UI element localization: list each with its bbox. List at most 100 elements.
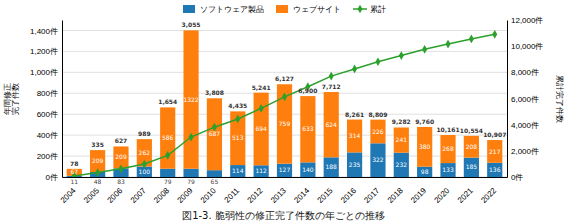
x-tick: 2019: [409, 177, 428, 205]
y-tick: 1,200件: [30, 47, 62, 56]
x-tick-label: 2013: [269, 186, 288, 205]
bar: [254, 165, 269, 177]
bar-label: 694: [255, 125, 267, 132]
y-tick-label: 0件: [46, 173, 58, 182]
x-tick-label: 2022: [479, 186, 498, 205]
marker: [399, 51, 404, 60]
legend-label: 累計: [370, 5, 386, 14]
bar-label: 83: [117, 178, 125, 185]
x-tick-label: 2016: [339, 186, 358, 205]
legend: ソフトウェア製品ウェブサイト累計: [183, 5, 386, 14]
bar: [487, 163, 502, 177]
y2-tick-label: 12,000件: [511, 16, 543, 25]
bar-label: 687: [209, 130, 221, 137]
bar-label: 314: [349, 132, 361, 139]
bar-label: 232: [396, 161, 408, 168]
y-tick: 400件: [37, 131, 62, 140]
x-tick-label: 2020: [432, 186, 451, 205]
bar: [440, 135, 455, 163]
bar-label: 209: [92, 157, 104, 164]
y-tick: 1,400件: [30, 27, 62, 36]
x-axis-line: [63, 177, 508, 178]
bar-label: 67: [70, 168, 78, 175]
marks: [67, 30, 503, 177]
x-tick-label: 2015: [316, 186, 335, 205]
grid-line: [62, 30, 507, 31]
marker: [492, 30, 497, 39]
x-tick-label: 2006: [105, 186, 124, 205]
total-label: 1,654: [158, 98, 177, 105]
x-tick: 2011: [223, 177, 242, 205]
x-tick: 2022: [479, 177, 498, 205]
marker: [445, 40, 450, 49]
bar-label: 586: [162, 134, 174, 141]
bar: [207, 98, 222, 170]
total-label: 78: [70, 160, 78, 167]
total-label: 5,241: [252, 84, 271, 91]
marker: [189, 133, 194, 142]
plot: 0件200件400件600件800件1,000件1,200件1,400件0件2,…: [3, 16, 564, 205]
legend-item: ソフトウェア製品: [183, 5, 264, 14]
bar: [207, 170, 222, 177]
y-tick-label: 600件: [37, 110, 58, 119]
y-tick-label: 200件: [37, 152, 58, 161]
y2-tick-label: 4,000件: [511, 121, 539, 130]
y-tick: 200件: [37, 152, 62, 161]
bar-label: 262: [139, 149, 151, 156]
bar-label: 209: [115, 153, 127, 160]
x-tick: 2020: [432, 177, 451, 205]
chart: 0件200件400件600件800件1,000件1,200件1,400件0件2,…: [0, 0, 567, 223]
total-label: 10,161: [436, 126, 459, 133]
x-tick-label: 2019: [409, 186, 428, 205]
bar-label: 140: [302, 166, 314, 173]
bar: [487, 140, 502, 163]
legend-item: 累計: [353, 5, 386, 14]
bar-label: 48: [94, 178, 102, 185]
bar: [324, 157, 339, 177]
bar: [230, 111, 245, 165]
bar: [464, 136, 479, 158]
bar-label: 759: [279, 120, 291, 127]
bar-label: 226: [372, 128, 384, 135]
bar-label: 127: [279, 166, 291, 173]
grid-line: [62, 51, 507, 52]
bar-label: 136: [489, 166, 501, 173]
bar-label: 268: [442, 145, 454, 152]
bar-label: 217: [489, 148, 501, 155]
total-label: 10,554: [460, 127, 483, 134]
total-label: 627: [115, 137, 128, 144]
x-tick-label: 2011: [223, 186, 242, 205]
y2-axis-line: [507, 21, 508, 178]
legend-swatch: [276, 5, 288, 13]
x-tick: 2005: [82, 177, 101, 205]
marker: [329, 72, 334, 81]
y-axis: 0件200件400件600件800件1,000件1,200件1,400件: [30, 21, 63, 183]
bar: [300, 96, 315, 162]
legend-swatch: [183, 5, 195, 13]
marker: [118, 164, 123, 173]
total-label: 989: [138, 130, 151, 137]
marker: [259, 104, 264, 113]
marker: [375, 57, 380, 66]
line: [74, 34, 494, 176]
bar: [183, 169, 198, 177]
y2-tick-label: 0件: [511, 173, 523, 182]
bar-label: 114: [232, 167, 244, 174]
y2-tick: 8,000件: [507, 68, 539, 77]
y-tick: 0件: [46, 173, 62, 182]
title: 図1-3. 脆弱性の修正完了件数の年ごとの推移: [182, 210, 385, 221]
x-tick: 2017: [362, 177, 381, 205]
total-label: 7,712: [322, 83, 341, 90]
y2-tick: 4,000件: [507, 121, 539, 130]
marker: [95, 168, 100, 177]
bar: [183, 30, 198, 168]
y2-axis-title: 累計完了件数: [555, 75, 564, 123]
x-tick-label: 2010: [199, 186, 218, 205]
marker: [422, 45, 427, 54]
x-tick-label: 2005: [82, 186, 101, 205]
total-label: 335: [91, 141, 104, 148]
bar: [230, 165, 245, 177]
bar: [160, 169, 175, 177]
total-label: 8,809: [368, 111, 387, 118]
x-tick: 2015: [316, 177, 335, 205]
